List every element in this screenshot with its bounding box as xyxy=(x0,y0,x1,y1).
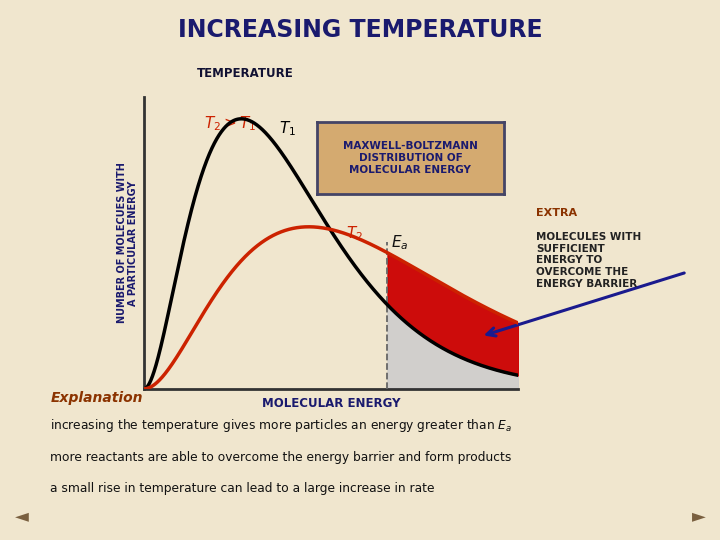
Text: $T_2$: $T_2$ xyxy=(346,225,364,243)
Text: $T_1$: $T_1$ xyxy=(279,119,296,138)
Text: ►: ► xyxy=(691,507,706,525)
Text: INCREASING TEMPERATURE: INCREASING TEMPERATURE xyxy=(178,18,542,42)
Text: Explanation: Explanation xyxy=(50,392,143,406)
X-axis label: MOLECULAR ENERGY: MOLECULAR ENERGY xyxy=(262,397,400,410)
Text: EXTRA: EXTRA xyxy=(536,208,577,218)
Text: ◄: ◄ xyxy=(14,507,29,525)
Text: MOLECULES WITH
SUFFICIENT
ENERGY TO
OVERCOME THE
ENERGY BARRIER: MOLECULES WITH SUFFICIENT ENERGY TO OVER… xyxy=(536,232,642,288)
Text: increasing the temperature gives more particles an energy greater than $E_a$: increasing the temperature gives more pa… xyxy=(50,417,513,434)
Text: $E_a$: $E_a$ xyxy=(391,233,408,252)
Y-axis label: NUMBER OF MOLECUES WITH
A PARTICULAR ENERGY: NUMBER OF MOLECUES WITH A PARTICULAR ENE… xyxy=(117,163,138,323)
Text: $T_2 > T_1$: $T_2 > T_1$ xyxy=(204,114,256,133)
Text: more reactants are able to overcome the energy barrier and form products: more reactants are able to overcome the … xyxy=(50,450,512,464)
Text: TEMPERATURE: TEMPERATURE xyxy=(197,67,293,80)
Text: a small rise in temperature can lead to a large increase in rate: a small rise in temperature can lead to … xyxy=(50,482,435,495)
Text: MAXWELL-BOLTZMANN
DISTRIBUTION OF
MOLECULAR ENERGY: MAXWELL-BOLTZMANN DISTRIBUTION OF MOLECU… xyxy=(343,141,478,174)
